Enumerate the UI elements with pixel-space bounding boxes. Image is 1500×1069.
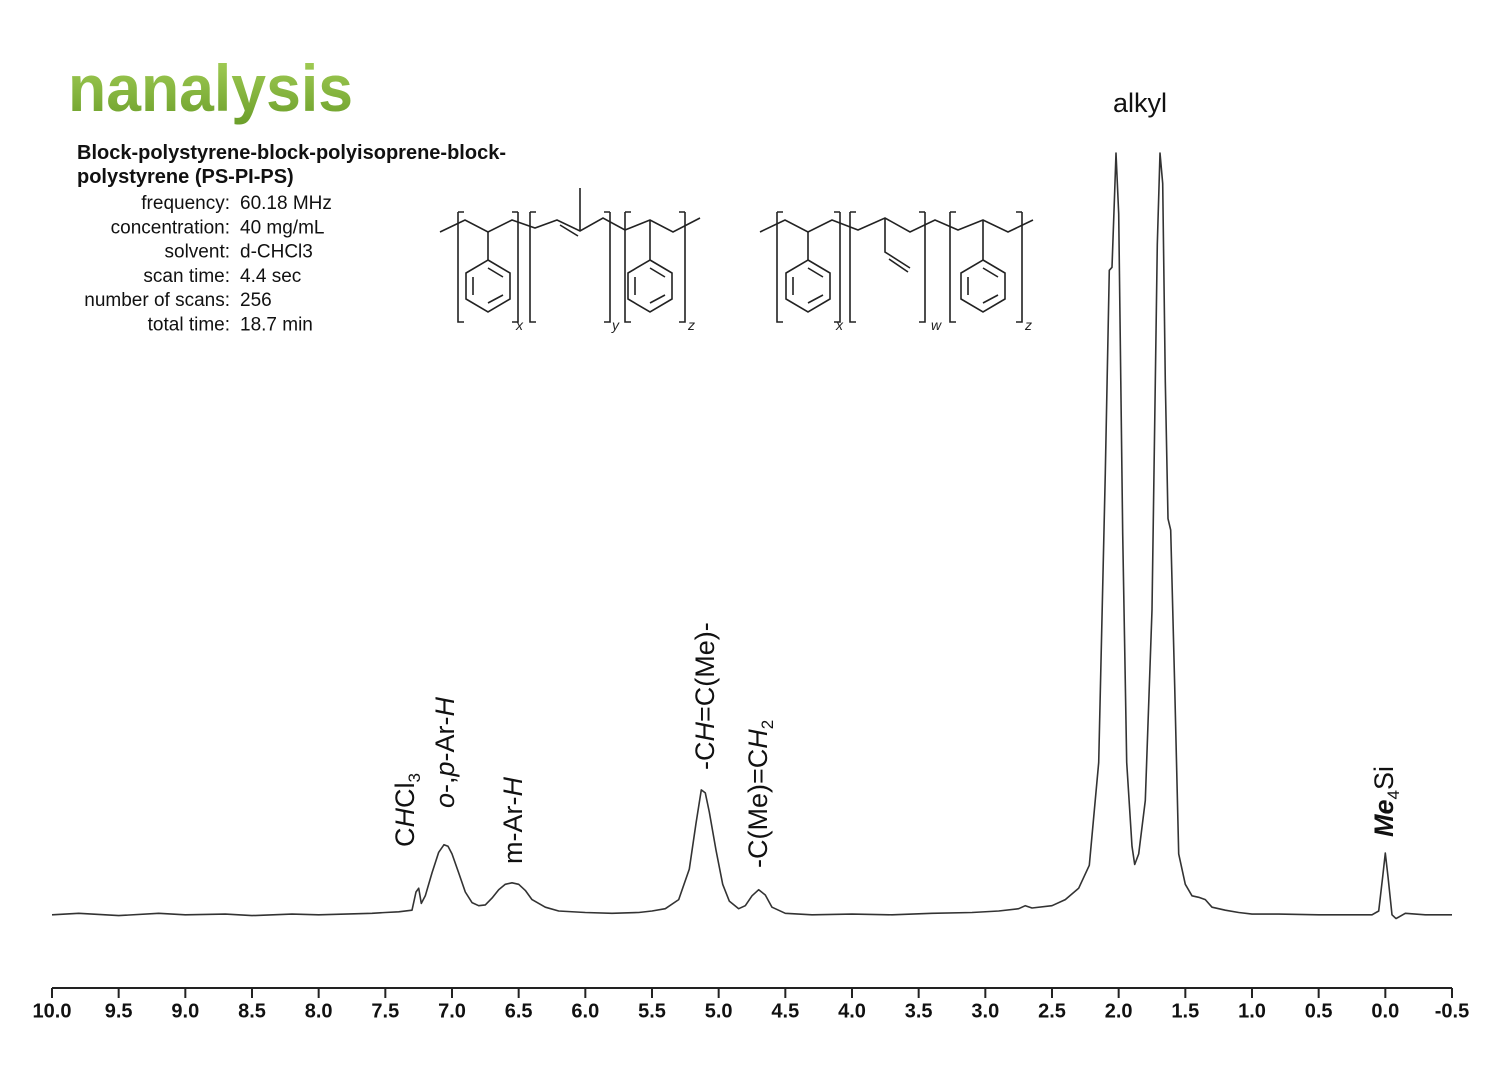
param-value: 256: [240, 290, 272, 311]
param-label: number of scans:: [84, 290, 230, 311]
structure: x w z: [759, 211, 1034, 333]
sample-title: polystyrene (PS-PI-PS): [77, 166, 294, 188]
peak-label: -CH=C(Me)-: [690, 622, 720, 770]
x-tick-label: 5.5: [638, 1000, 666, 1022]
spectrum-line: [51, 152, 1452, 920]
x-tick-label: 1.0: [1238, 1000, 1266, 1022]
x-tick-label: 4.5: [771, 1000, 799, 1022]
param-label: scan time:: [143, 266, 230, 287]
x-tick-label: 6.0: [571, 1000, 599, 1022]
param-value: 18.7 min: [240, 315, 313, 336]
peak-label: alkyl: [1113, 88, 1167, 118]
subscript: z: [687, 317, 695, 333]
x-tick-label: 0.5: [1305, 1000, 1333, 1022]
x-tick-label: 2.0: [1105, 1000, 1133, 1022]
parameters: frequency: 60.18 MHz concentration: 40 mg/m…: [84, 193, 332, 336]
structure: x y z: [439, 188, 701, 333]
plot: 10.0 9.5 9.0 8.5 8.0 7.5 7.0 6.5 6.0 5.5 5.0 4.5 4.0…: [33, 152, 1469, 1022]
param-label: solvent:: [165, 242, 230, 263]
x-tick-label: 7.0: [438, 1000, 466, 1022]
logo: nanalysis: [68, 51, 353, 125]
peak-label: CHCl3: [390, 773, 424, 847]
peak-label: o-,p-Ar-H: [430, 696, 460, 808]
param-value: d-CHCl3: [240, 242, 313, 263]
subscript: x: [515, 317, 524, 333]
x-tick-label: 9.0: [171, 1000, 199, 1022]
x-tick-label: 5.0: [705, 1000, 733, 1022]
x-tick-label: 0.0: [1371, 1000, 1399, 1022]
x-tick-label: 3.5: [905, 1000, 933, 1022]
param-label: total time:: [148, 315, 230, 336]
param-label: concentration:: [111, 217, 230, 238]
sample-title: Block-polystyrene-block-polyisoprene-blo…: [77, 142, 506, 164]
param-value: 4.4 sec: [240, 266, 301, 287]
x-tick-label: 2.5: [1038, 1000, 1066, 1022]
x-tick-label: 4.0: [838, 1000, 866, 1022]
param-value: 60.18 MHz: [240, 193, 332, 214]
x-tick-label: 10.0: [33, 1000, 72, 1022]
x-tick-label: 8.0: [305, 1000, 333, 1022]
x-tick-label: 3.0: [971, 1000, 999, 1022]
param-label: frequency:: [141, 193, 230, 214]
x-tick-label: 7.5: [371, 1000, 399, 1022]
param-value: 40 mg/mL: [240, 217, 324, 238]
x-tick-label: -0.5: [1435, 1000, 1469, 1022]
subscript: z: [1024, 317, 1032, 333]
x-tick-label: 8.5: [238, 1000, 266, 1022]
x-tick-label: 9.5: [105, 1000, 133, 1022]
subscript: x: [835, 317, 844, 333]
x-tick-label: 1.5: [1171, 1000, 1199, 1022]
peak-label: -C(Me)=CH2: [743, 720, 777, 868]
x-tick-label: 6.5: [505, 1000, 533, 1022]
subscript: w: [931, 317, 942, 333]
peak-label: m-Ar-H: [498, 777, 528, 864]
subscript: y: [611, 317, 620, 333]
peak-label: Me4Si: [1369, 766, 1403, 837]
